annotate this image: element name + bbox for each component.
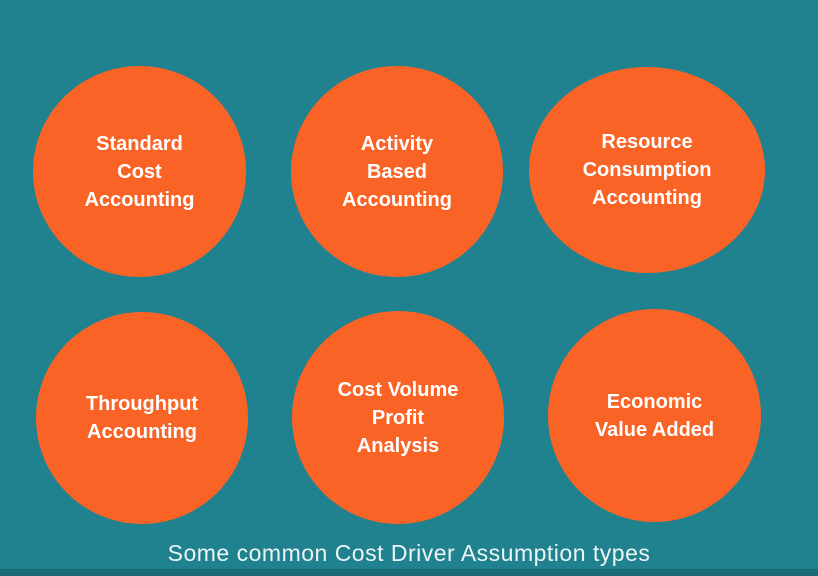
- circle-label-economic-value-added: Economic Value Added: [594, 390, 715, 441]
- bottom-shade-strip: [0, 569, 818, 576]
- circle-activity-based-accounting: Activity Based Accounting: [291, 66, 503, 277]
- circle-label-activity-based-accounting: Activity Based Accounting: [342, 132, 452, 211]
- circle-label-resource-consumption-accounting: Resource Consumption Accounting: [582, 131, 712, 209]
- circle-label-cost-volume-profit-analysis: Cost Volume Profit Analysis: [337, 378, 459, 457]
- circle-standard-cost-accounting: Standard Cost Accounting: [33, 66, 246, 277]
- circle-label-standard-cost-accounting: Standard Cost Accounting: [84, 132, 195, 211]
- circle-cost-volume-profit-analysis: Cost Volume Profit Analysis: [292, 311, 504, 524]
- caption-text: Some common Cost Driver Assumption types: [167, 540, 651, 566]
- circle-throughput-accounting: Throughput Accounting: [36, 312, 248, 524]
- circle-label-throughput-accounting: Throughput Accounting: [85, 393, 199, 443]
- circle-economic-value-added: Economic Value Added: [548, 309, 761, 522]
- circle-resource-consumption-accounting: Resource Consumption Accounting: [529, 67, 765, 273]
